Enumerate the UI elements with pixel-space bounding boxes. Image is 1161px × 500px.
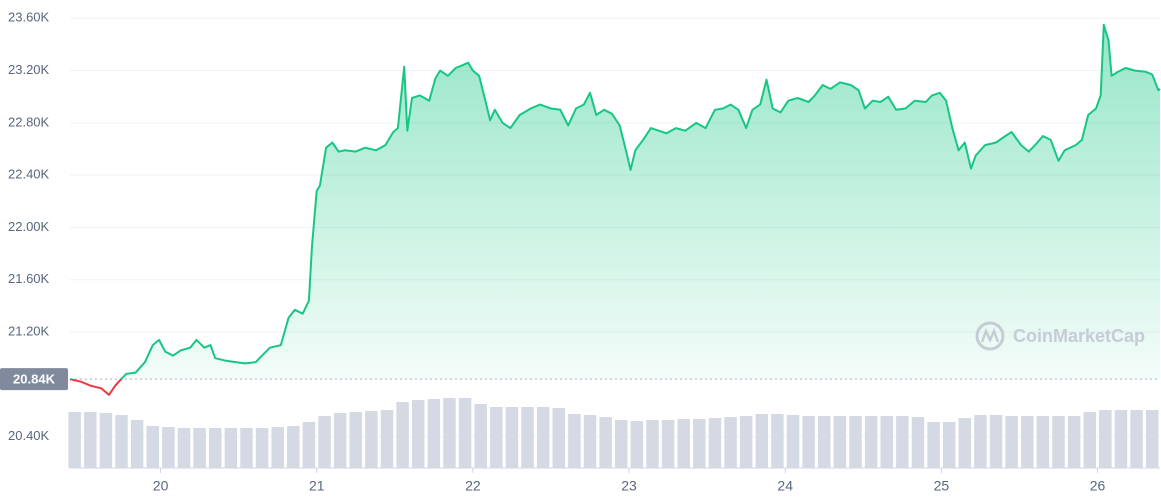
volume-bar	[521, 407, 534, 468]
volume-bar	[1036, 416, 1050, 468]
volume-bar	[1130, 410, 1143, 468]
volume-bar	[130, 420, 144, 468]
volume-bar	[849, 416, 862, 468]
volume-bar	[208, 428, 222, 468]
volume-bar	[568, 414, 581, 468]
volume-bar	[1145, 410, 1159, 468]
volume-bar	[68, 412, 81, 468]
volume-bar	[896, 416, 909, 468]
volume-bar	[802, 416, 815, 468]
y-tick-label: 22.40K	[8, 167, 50, 182]
volume-bar	[927, 422, 940, 468]
x-tick-label: 26	[1090, 478, 1106, 494]
watermark-text: CoinMarketCap	[1013, 326, 1145, 346]
y-tick-label: 20.40K	[8, 428, 50, 443]
volume-bar	[427, 399, 441, 468]
volume-bar	[583, 415, 597, 468]
x-tick-label: 23	[621, 478, 637, 494]
volume-bar	[490, 407, 503, 468]
volume-bar	[505, 407, 519, 468]
volume-bar	[724, 417, 737, 468]
x-tick-label: 22	[465, 478, 481, 494]
volume-bar	[693, 419, 706, 468]
volume-bar	[646, 420, 659, 468]
y-tick-label: 22.00K	[8, 219, 50, 234]
volume-bar	[99, 413, 113, 468]
volume-bar	[989, 415, 1003, 468]
volume-bar	[1114, 410, 1128, 468]
volume-bars	[68, 398, 1159, 468]
y-tick-label: 22.80K	[8, 114, 50, 129]
volume-bar	[396, 402, 409, 468]
volume-bar	[443, 398, 456, 468]
volume-bar	[193, 428, 206, 468]
volume-bar	[1021, 416, 1034, 468]
x-tick-label: 24	[777, 478, 793, 494]
volume-bar	[271, 427, 284, 468]
x-tick-label: 21	[309, 478, 325, 494]
volume-bar	[771, 414, 784, 468]
volume-bar	[786, 415, 800, 468]
volume-bar	[287, 426, 300, 468]
volume-bar	[458, 398, 472, 468]
price-line	[69, 23, 1161, 396]
volume-bar	[1099, 410, 1112, 468]
volume-bar	[942, 422, 956, 468]
y-tick-label: 21.60K	[8, 271, 50, 286]
volume-bar	[84, 412, 97, 468]
volume-bar	[333, 413, 347, 468]
y-tick-label: 21.20K	[8, 323, 50, 338]
volume-bar	[162, 427, 175, 468]
volume-bar	[755, 414, 769, 468]
volume-bar	[411, 400, 425, 468]
volume-bar	[349, 412, 363, 468]
volume-bar	[833, 416, 847, 468]
volume-bar	[318, 416, 331, 468]
volume-bar	[380, 410, 394, 468]
volume-bar	[240, 428, 253, 468]
price-line	[69, 23, 1161, 396]
volume-bar	[1067, 416, 1081, 468]
volume-bar	[974, 415, 987, 468]
baseline-label-box	[0, 368, 68, 391]
volume-bar	[302, 422, 316, 468]
volume-bar	[677, 419, 690, 468]
volume-bar	[115, 415, 128, 468]
volume-bar	[474, 404, 487, 468]
watermark: CoinMarketCap	[975, 321, 1145, 351]
labels: 20.40K 21.20K 21.60K 22.00K 22.40K 22.80K 23.2…	[0, 10, 1106, 494]
volume-bar	[864, 416, 878, 468]
volume-bar	[880, 416, 893, 468]
x-tick-label: 25	[934, 478, 950, 494]
y-tick-label: 23.60K	[8, 10, 50, 25]
volume-bar	[224, 428, 238, 468]
volume-bar	[536, 407, 550, 468]
volume-bar	[661, 420, 675, 468]
watermark-logo	[975, 321, 1005, 351]
volume-bar	[615, 420, 628, 468]
volume-bar	[739, 416, 753, 468]
price-area	[70, 24, 1160, 380]
watermark-logo-mark	[980, 327, 1000, 344]
y-tick-label: 23.20K	[8, 62, 50, 77]
volume-bar	[146, 426, 160, 468]
volume-bar	[177, 428, 191, 468]
x-tick-label: 20	[153, 478, 169, 494]
volume-bar	[255, 428, 269, 468]
baseline-label: 20.84K	[13, 372, 56, 387]
volume-bar	[1052, 416, 1065, 468]
volume-bar	[958, 418, 972, 468]
volume-bar	[818, 416, 831, 468]
volume-bar	[552, 408, 566, 468]
volume-bar	[599, 417, 612, 468]
volume-bar	[911, 417, 925, 468]
volume-bar	[1005, 416, 1018, 468]
volume-bar	[708, 418, 722, 468]
volume-bar	[1083, 412, 1096, 468]
volume-bar	[630, 421, 644, 468]
volume-bar	[365, 411, 378, 468]
